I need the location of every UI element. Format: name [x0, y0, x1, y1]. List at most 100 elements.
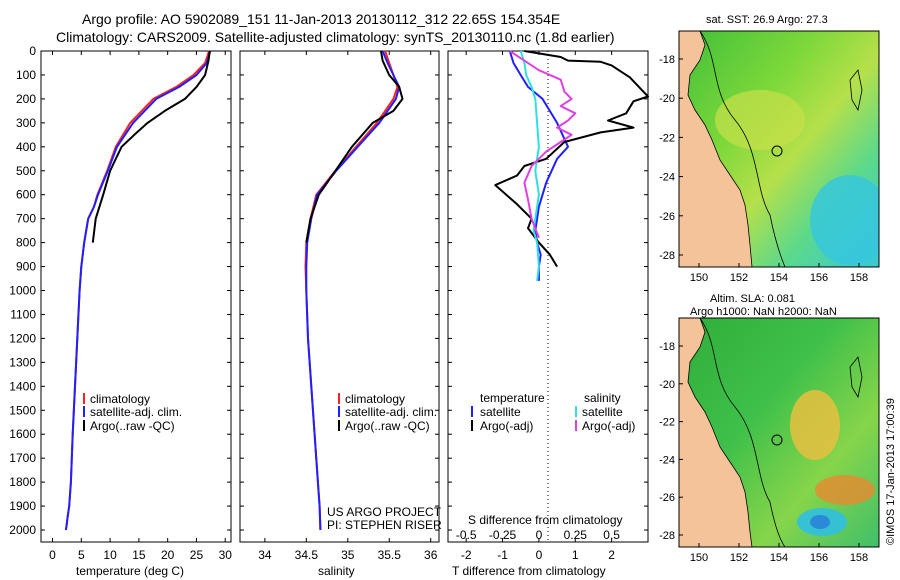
map-x-tick-label: 158 [850, 272, 868, 284]
x-tick-label: 25 [190, 548, 204, 562]
map-x-tick-label: 154 [770, 272, 788, 284]
argo-position-marker [771, 434, 783, 446]
salinity-x-label: salinity [318, 564, 355, 578]
y-tick-label: 1200 [9, 331, 36, 345]
legend-label-satellite: satellite-adj. clim. [90, 405, 182, 419]
map-y-tick-label: -28 [659, 530, 675, 542]
series-line-temperature-satellite [508, 50, 569, 281]
y-tick-label: 1000 [9, 284, 36, 298]
x-tick-label: 2 [608, 548, 615, 562]
legend-heading-salinity: salinity [584, 391, 621, 405]
y-tick-label: 0 [29, 44, 36, 58]
y-tick-label: 1900 [9, 499, 36, 513]
y-tick-label: 500 [16, 164, 36, 178]
y-tick-label: 1500 [9, 403, 36, 417]
y-tick-label: 400 [16, 140, 36, 154]
temperature-panel: 0 5 10 15 20 25 300100200300400500600700800900… [9, 44, 232, 562]
y-tick-label: 1600 [9, 427, 36, 441]
y-tick-label: 1300 [9, 355, 36, 369]
y-tick-label: 800 [16, 236, 36, 250]
x-tick-label: 36 [424, 548, 438, 562]
x-tick-label: 34 [258, 548, 272, 562]
map-y-tick-label: -26 [659, 211, 675, 223]
x-tick-label: 15 [132, 548, 146, 562]
credit-line2: PI: STEPHEN RISER [327, 518, 442, 532]
map-y-tick-label: -28 [659, 250, 675, 262]
map-x-tick-label: 154 [770, 552, 788, 564]
series-line-salinity-argo-adj- [509, 50, 577, 239]
map-x-tick-label: 152 [730, 272, 748, 284]
x-tick-label: 1 [572, 548, 579, 562]
map-x-tick-label: 156 [810, 552, 828, 564]
y-tick-label: 600 [16, 188, 36, 202]
map-x-tick-label: 150 [690, 272, 708, 284]
series-line-temperature-argo-adj- [494, 50, 649, 268]
y-tick-label: 300 [16, 116, 36, 130]
sst-bathymetry-contour [699, 31, 786, 267]
x-tick-label: 10 [103, 548, 117, 562]
legend-label-temperature-argo: Argo(-adj) [480, 419, 533, 433]
sla-map: Altim. SLA: 0.081 Argo h1000: NaN h2000:… [659, 293, 880, 564]
x-tick-label: -2 [461, 548, 472, 562]
y-tick-label: 2000 [9, 523, 36, 537]
difference-axes-box [447, 50, 649, 543]
map-y-tick-label: -26 [659, 492, 675, 504]
x-tick-label: 34.5 [295, 548, 319, 562]
sla-reef-outline [849, 356, 863, 399]
map-x-tick-label: 150 [690, 552, 708, 564]
map-y-tick-label: -24 [659, 454, 675, 466]
map-x-tick-label: 156 [810, 272, 828, 284]
sst-coastline-land [679, 31, 753, 267]
map-y-tick-label: -24 [659, 172, 675, 184]
header-title-line1: Argo profile: AO 5902089_151 11-Jan-2013… [82, 11, 560, 27]
header-title-line2: Climatology: CARS2009. Satellite-adjuste… [56, 29, 614, 45]
x-tick-label: 20 [161, 548, 175, 562]
legend-label-satellite: satellite-adj. clim. [345, 405, 437, 419]
sla-high-anomaly-south [815, 475, 875, 505]
series-line-satellite-adj-clim- [305, 50, 401, 531]
sla-low-anomaly-core [810, 515, 830, 529]
x-tick-label: 35.5 [378, 548, 402, 562]
series-line-climatology [304, 50, 399, 531]
difference-legend: temperature satellite Argo(-adj) salinit… [468, 391, 635, 527]
x-tick-label: -1 [497, 548, 508, 562]
map-y-tick-label: -20 [659, 379, 675, 391]
y-tick-label: 1800 [9, 475, 36, 489]
map-y-tick-label: -18 [659, 341, 675, 353]
sst-reef-outline [849, 69, 863, 112]
y-tick-label: 1700 [9, 451, 36, 465]
y-tick-label: 700 [16, 212, 36, 226]
legend-label-temperature-satellite: satellite [480, 405, 521, 419]
map-y-tick-label: -22 [659, 417, 675, 429]
side-timestamp-stamp: ©IMOS 17-Jan-2013 17:00:39 [885, 398, 897, 545]
salinity-legend: climatology satellite-adj. clim. Argo(..… [327, 392, 442, 532]
difference-x-label: T difference from climatology [452, 564, 606, 578]
salinity-panel: 34 34.5 35 35.5 36 [239, 50, 440, 562]
map-x-tick-label: 158 [850, 552, 868, 564]
x2-tick-label: -0.5 [456, 528, 477, 542]
series-line-argo-raw-qc- [91, 50, 211, 243]
series-line-argo-raw-qc- [305, 50, 404, 243]
sla-map-title-line1: Altim. SLA: 0.081 [710, 293, 795, 305]
x2-tick-label: 0 [536, 528, 543, 542]
y-tick-label: 200 [16, 92, 36, 106]
x2-tick-label: 0.25 [564, 528, 588, 542]
salinity-axes-box [239, 50, 440, 543]
sst-map-title: sat. SST: 26.9 Argo: 27.3 [706, 14, 828, 26]
x-tick-label: 35 [341, 548, 355, 562]
temperature-axes-box [40, 50, 232, 543]
legend-label-argo: Argo(..raw -QC) [345, 419, 430, 433]
x-tick-label: 0 [536, 548, 543, 562]
y-tick-label: 900 [16, 260, 36, 274]
sla-coastline-land [679, 318, 753, 547]
temperature-legend: climatology satellite-adj. clim. Argo(..… [83, 392, 182, 433]
series-line-salinity-satellite [519, 50, 540, 282]
sla-map-title-line2: Argo h1000: NaN h2000: NaN [690, 306, 837, 318]
map-y-tick-label: -22 [659, 132, 675, 144]
legend-label-salinity-satellite: satellite [582, 405, 623, 419]
x-tick-label: 0 [49, 548, 56, 562]
x2-tick-label: 0.5 [603, 528, 620, 542]
sst-map: sat. SST: 26.9 Argo: 27.3 150 152 154 156 15… [659, 14, 880, 284]
sst-warm-patch [715, 90, 805, 150]
